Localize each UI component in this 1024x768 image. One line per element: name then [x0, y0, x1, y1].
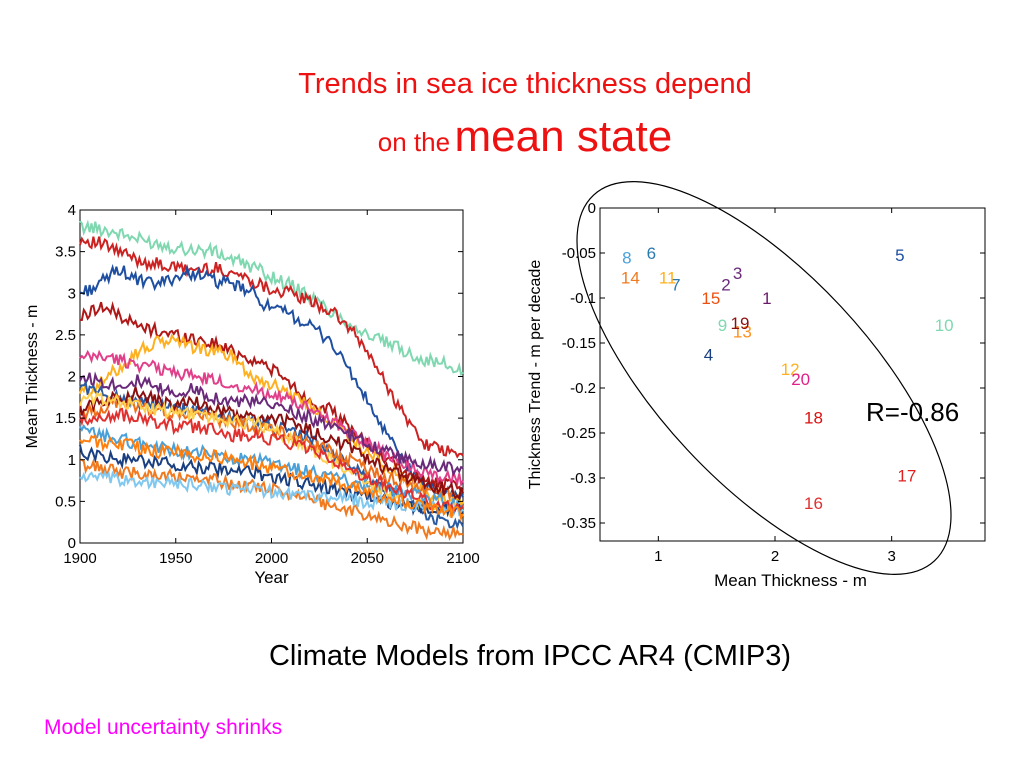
scatter-point-label: 12 [781, 360, 800, 379]
scatter-point-label: 18 [804, 409, 823, 428]
x-tick-label: 1950 [159, 550, 192, 567]
y-tick-label: 0 [588, 200, 596, 217]
scatter-point-label: 19 [731, 314, 750, 333]
slide-title-line1: Trends in sea ice thickness depend [298, 68, 752, 100]
thickness-series-line [79, 386, 464, 501]
thickness-series-line [79, 300, 464, 495]
scatter-point-label: 15 [701, 289, 720, 308]
x-axis-label: Year [254, 568, 289, 587]
y-tick-label: 4 [68, 202, 76, 219]
y-tick-label: 1.5 [55, 410, 76, 427]
slide-title-line2: on the mean state [0, 112, 1024, 162]
y-axis-label: Mean Thickness - m [24, 305, 41, 449]
thickness-series-line [79, 236, 464, 459]
x-tick-label: 1900 [63, 550, 96, 567]
thickness-series-line [79, 219, 464, 377]
x-tick-label: 1 [654, 548, 662, 565]
scatter-point-label: 7 [671, 276, 680, 295]
y-tick-label: -0.25 [562, 425, 596, 442]
scatter-point-label: 17 [897, 466, 916, 485]
scatter-point-label: 20 [791, 370, 810, 389]
y-tick-label: 0.5 [55, 493, 76, 510]
slide-caption: Climate Models from IPCC AR4 (CMIP3) [268, 640, 792, 672]
y-tick-label: 0 [68, 535, 76, 552]
scatter-point-label: 2 [721, 276, 730, 295]
slide-title-emphasis: mean state [454, 112, 673, 161]
scatter-point-label: 13 [733, 322, 752, 341]
scatter-point-label: 6 [647, 244, 656, 263]
slide-title-prefix: on the [377, 127, 451, 157]
y-tick-label: 1 [68, 452, 76, 469]
scatter-point-label: 11 [659, 268, 677, 287]
y-axis-label: Thickness Trend - m per decade [527, 260, 544, 490]
scatter-point-label: 3 [733, 264, 742, 283]
scatter-point-label: 4 [704, 346, 713, 365]
y-tick-label: -0.35 [562, 515, 596, 532]
x-tick-label: 2 [771, 548, 779, 565]
y-tick-label: -0.3 [570, 470, 596, 487]
y-tick-label: 3 [68, 285, 76, 302]
slide-footnote: Model uncertainty shrinks [44, 716, 283, 739]
thickness-timeseries-chart: 1900 1950 2000 2050 2100 0 0.5 1 1.5 2 2.5 3 3.5 4 Yea… [24, 202, 480, 587]
y-tick-label: 2.5 [55, 327, 76, 344]
x-axis-label: Mean Thickness - m [714, 571, 867, 590]
thickness-series-line [79, 407, 464, 515]
scatter-point-label: 5 [895, 246, 904, 265]
y-tick-label: 2 [68, 369, 76, 386]
x-tick-label: 2100 [446, 550, 479, 567]
trend-vs-mean-scatter-chart: 1 2 30-0.05-0.1-0.15-0.2-0.25-0.3-0.35Mean… [527, 181, 986, 590]
x-tick-label: 2000 [255, 550, 288, 567]
correlation-ellipse [576, 181, 952, 575]
y-tick-label: -0.2 [570, 380, 596, 397]
scatter-plot-frame [599, 207, 986, 542]
x-tick-label: 2050 [351, 550, 384, 567]
correlation-annotation: R=-0.86 [866, 397, 959, 427]
scatter-point-label: 9 [718, 316, 727, 335]
scatter-point-label: 14 [621, 268, 640, 287]
scatter-point-label: 8 [622, 249, 631, 268]
scatter-point-label: 16 [804, 494, 823, 513]
y-tick-label: 3.5 [55, 244, 76, 261]
y-tick-label: -0.05 [562, 245, 596, 262]
thickness-series-line [79, 371, 464, 478]
y-tick-label: -0.1 [570, 290, 596, 307]
x-tick-label: 3 [887, 548, 895, 565]
y-tick-label: -0.15 [562, 335, 596, 352]
thickness-series-line [79, 433, 464, 522]
scatter-point-label: 10 [935, 316, 954, 335]
scatter-point-label: 1 [762, 289, 771, 308]
thickness-series-line [79, 444, 464, 518]
